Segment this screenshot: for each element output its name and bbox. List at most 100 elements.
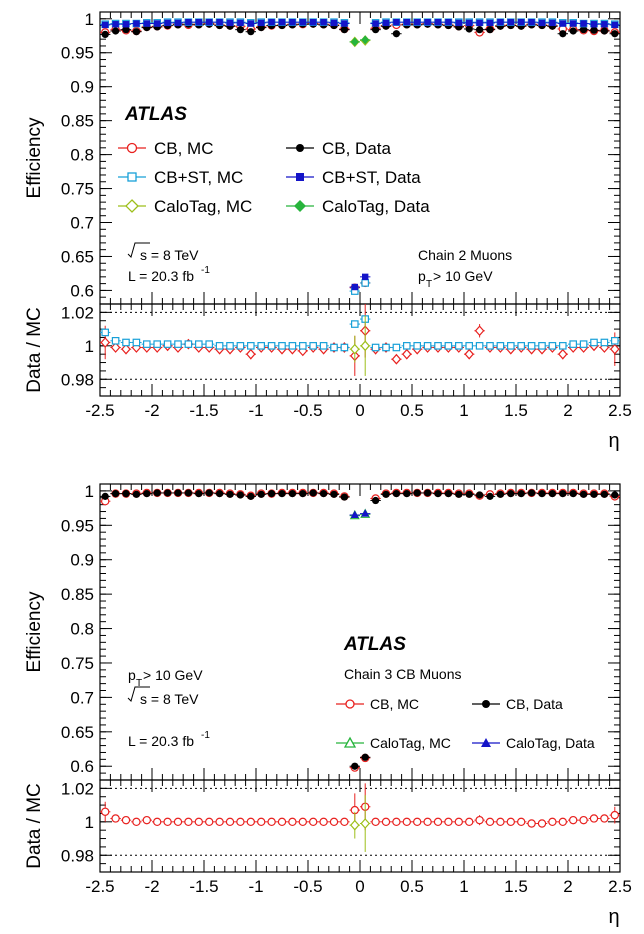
cbst_ratio-point [579,340,588,348]
cb_ratio-point [496,817,505,827]
cb_data-point [413,489,421,497]
cbst_ratio-point [558,342,567,350]
cb_ratio-point [215,817,224,827]
cb_ratio-point [132,817,141,827]
top-ratio-y-ticks: 0.98 1 1.02 [61,303,620,397]
cbst_data-point [549,19,556,27]
top-efficiency-panel: 0.6 0.65 0.7 0.75 0.8 0.85 0.9 0.95 1 Efficiency… [24,10,621,305]
cbst_data-point [518,18,525,26]
x-tick-label-0: -2.5 [85,877,114,896]
cbst_data-point [414,18,421,26]
cb_ratio-point [433,817,443,827]
y-tick-label-0: 0.6 [70,281,94,300]
cb_ratio-point [100,807,110,816]
legend-cb-data-label: CB, Data [322,139,392,158]
cbst_data-point [112,21,119,28]
cbst_data-point [258,19,265,27]
cb_ratio-point [319,817,328,827]
bottom-lumi-exponent: -1 [201,730,210,741]
cbst_ratio-point [226,342,234,350]
top-x-label: η [608,430,619,452]
cb_data-point [236,491,244,499]
top-ratio-y-label: Data / MC [24,307,45,393]
y-tick-label-5: 0.85 [61,112,94,131]
cb_ratio-point [464,348,475,360]
y-tick-label-6: 0.9 [70,78,94,97]
top-efficiency-x-ticks [99,12,621,304]
x-tick-label-6: 0.5 [400,401,424,420]
cb_data-point [476,26,484,34]
legend-bottom-calo-mc: CaloTag, MC [336,735,451,751]
cb_ratio-point [454,817,463,827]
cbst_ratio-point [174,340,182,348]
cbst_data-point [247,20,254,27]
cbst_data-point [185,18,192,26]
legend-cbst-data-label: CB+ST, Data [322,168,421,187]
cb_data-point [216,490,224,498]
cbst_ratio-point [101,328,110,337]
cb_data-point [278,490,286,498]
cbst_data-point [289,18,296,26]
cb_ratio-point [475,815,484,825]
cbst_ratio-point [475,342,484,350]
cbst_ratio-point [371,343,380,352]
top-sqrt-s-label: s = 8 TeV [140,247,199,263]
cbst_data-point [237,19,244,27]
x-tick-label-6: 0.5 [400,877,424,896]
cb_data-point [226,490,234,498]
cbst_ratio-point [403,342,411,350]
cb_ratio-point [402,817,411,827]
legend-bottom-cb-data-label: CB, Data [506,696,563,712]
bottom-ratio-marks [100,783,620,852]
cbst_data-point [559,20,566,27]
cbst_data-point [486,19,494,27]
x-tick-label-0: -2.5 [85,401,114,420]
cbst_ratio-point [527,342,536,350]
cb_data-point [559,490,567,498]
cb_data-point [257,490,265,498]
cb_data-point [309,489,317,497]
cb_data-point [538,490,546,498]
cb_ratio-point [225,817,235,827]
bottom-pt-rest: > 10 GeV [143,667,203,683]
cbst_data-point [320,18,327,26]
cbst_ratio-point [319,342,328,350]
y-tick-label-2: 0.7 [70,688,94,707]
cbst_ratio-point [278,342,286,350]
cb_ratio-point [163,817,172,827]
cbst_data-point [341,20,348,27]
top-pt-rest: > 10 GeV [433,268,493,284]
legend-cb-mc: CB, MC [118,139,214,158]
cbst_ratio-point [423,342,432,350]
cb_data-point [184,489,192,497]
cb_data-point [372,496,380,505]
cb_ratio-point [401,348,412,360]
bottom-ratio-y-label: Data / MC [24,783,45,869]
cbst_data_center-point [351,283,358,291]
legend-bottom-cb-data: CB, Data [472,696,563,712]
cbst_data-point [268,18,275,26]
cb_data-point [132,28,140,36]
cbst_data-point [226,19,234,27]
cbst_data-point [434,18,442,26]
cb_ratio-point [589,814,599,823]
cbst_ratio-point [122,338,130,347]
cb_ratio-point [257,817,266,827]
y-tick-label-8: 1 [85,10,94,29]
cbst_ratio-point [184,340,193,348]
cbst_data-point [580,20,587,27]
cb_ratio-point [465,817,474,827]
calo_data-point [361,35,370,45]
cb_data-point [195,490,203,498]
cb_data-point [611,491,619,499]
cbst_ratio-point [257,342,266,350]
top-ratio-panel: 0.98 1 1.02 -2.5 -2 -1.5 -1 -0.5 0 0.5 1 1.5 2 2.5 D… [24,303,632,452]
y-tick-label-1: 0.65 [61,247,94,266]
bottom-ratio-x-ticks: -2.5 -2 -1.5 -1 -0.5 0 0.5 1 1.5 2 2.5 [85,780,632,896]
cbst_ratio-point [132,338,141,347]
legend-cb-data: CB, Data [286,139,392,158]
cb_ratio-point [381,817,391,827]
bottom-sqrt-s: s = 8 TeV [127,686,199,707]
cb_data-point [444,490,452,498]
cb_data_center-point [351,762,359,770]
